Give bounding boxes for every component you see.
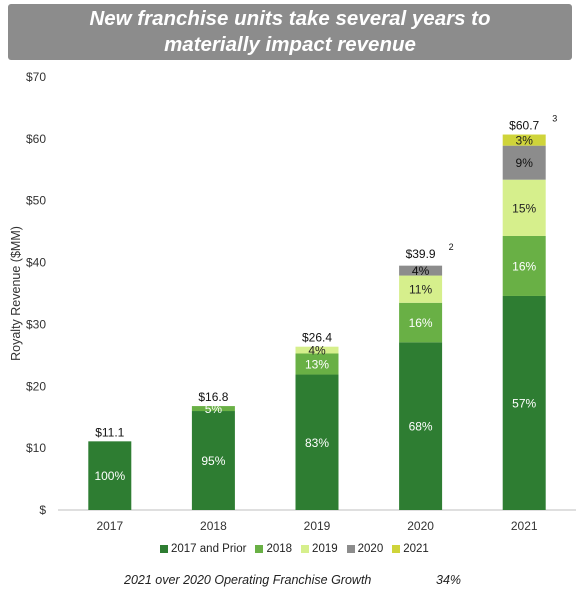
y-tick-label: $40 (26, 256, 46, 270)
footnote-marker: 3 (552, 114, 557, 124)
y-axis-label: Royalty Revenue ($MM) (9, 226, 23, 361)
stacked-bar-chart: $ $10 $20 $30 $40 $50 $60 $70 Royalty Revenue ($… (9, 70, 576, 533)
segment-label: 57% (512, 396, 536, 410)
y-tick-label: $30 (26, 317, 46, 331)
bar-segment (399, 265, 443, 276)
segment-label: 16% (409, 316, 433, 330)
chart-title: New franchise units take several years t… (89, 7, 491, 56)
legend-item: 2018 (255, 543, 292, 555)
x-tick-label: 2018 (200, 519, 227, 533)
segment-label: 15% (512, 201, 536, 215)
x-tick-label: 2020 (407, 519, 434, 533)
x-tick-label: 2019 (304, 519, 331, 533)
bar-segment (295, 346, 339, 354)
y-tick-label: $ (39, 503, 46, 517)
total-label: $11.1 (95, 425, 124, 439)
segment-label: 3% (516, 134, 534, 148)
footnote-marker: 2 (449, 242, 454, 252)
x-tick-label: 2021 (511, 519, 538, 533)
bar-segment (502, 235, 546, 296)
segment-label: 4% (412, 264, 430, 278)
title-banner: New franchise units take several years t… (8, 4, 572, 60)
legend-swatch (346, 545, 355, 553)
total-label: $60.7 (509, 119, 539, 133)
legend-item: 2017 and Prior (160, 543, 246, 555)
bar-segment (502, 134, 546, 146)
segment-label: 11% (409, 283, 432, 297)
segment-label: 95% (201, 454, 225, 468)
legend-swatch (160, 545, 168, 553)
segment-label: 13% (305, 358, 329, 372)
legend-label: 2017 and Prior (171, 543, 247, 555)
bar-segment (502, 145, 546, 180)
total-label: $39.9 (406, 247, 436, 261)
legend-item: 2021 (392, 543, 429, 555)
bar-segment (399, 302, 443, 343)
bar-segment (502, 179, 546, 236)
bar-segment (399, 342, 443, 510)
total-label: $26.4 (302, 331, 332, 345)
bar-segment (502, 295, 546, 510)
legend-label: 2020 (357, 543, 384, 555)
segment-label: 4% (308, 344, 326, 358)
legend-item: 2019 (301, 543, 338, 555)
legend-swatch (255, 545, 264, 553)
legend-label: 2019 (312, 543, 338, 555)
y-tick-label: $50 (26, 194, 46, 208)
segment-label: 5% (205, 402, 223, 416)
total-label: $16.8 (198, 390, 228, 404)
growth-footer: 2021 over 2020 Operating Franchise Growt… (124, 573, 461, 587)
footer-value: 34% (436, 573, 462, 587)
bar-segment (191, 411, 235, 510)
legend-swatch (392, 545, 401, 553)
bar-segment (295, 353, 339, 375)
bar-segment (88, 441, 132, 510)
y-tick-label: $60 (26, 132, 46, 146)
segment-label: 83% (305, 436, 329, 450)
bar-segment (399, 275, 443, 303)
segment-label: 16% (512, 259, 536, 273)
legend-item: 2020 (346, 543, 384, 555)
legend-label: 2018 (266, 543, 293, 555)
segment-label: 68% (409, 420, 433, 434)
bar-segment (295, 374, 339, 510)
legend-label: 2021 (403, 543, 429, 555)
segment-label: 9% (516, 156, 534, 170)
bar-segment (191, 406, 235, 412)
x-tick-label: 2017 (96, 519, 123, 533)
y-tick-label: $20 (26, 379, 46, 393)
legend-swatch (301, 545, 310, 553)
segment-label: 100% (94, 469, 125, 483)
y-tick-label: $70 (26, 70, 46, 84)
footer-label: 2021 over 2020 Operating Franchise Growt… (124, 573, 372, 587)
chart-legend: 2017 and Prior 2018 2019 2020 2021 (160, 543, 429, 555)
y-tick-label: $10 (26, 441, 46, 455)
